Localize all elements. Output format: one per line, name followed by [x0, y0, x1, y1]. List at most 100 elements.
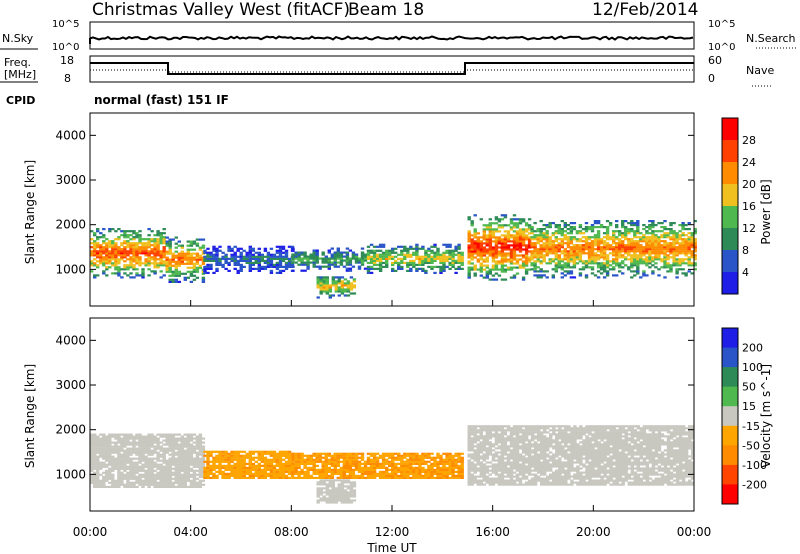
nave-label: Nave	[746, 64, 774, 77]
power-cell	[599, 226, 604, 229]
velocity-cell	[330, 454, 334, 457]
power-cell	[630, 260, 634, 263]
power-cell	[678, 224, 682, 227]
velocity-cell	[123, 443, 127, 446]
power-cell	[642, 248, 646, 251]
velocity-cell	[189, 437, 194, 440]
velocity-cell	[120, 483, 124, 486]
velocity-cell	[245, 476, 249, 479]
power-cell	[654, 266, 658, 269]
power-cell	[177, 244, 181, 247]
power-cell	[651, 244, 655, 247]
power-cell	[460, 259, 464, 262]
power-cell	[391, 255, 395, 258]
power-cell	[174, 236, 178, 239]
power-cell	[687, 270, 691, 273]
velocity-cell	[117, 461, 121, 464]
velocity-cell	[318, 456, 322, 459]
velocity-cell	[159, 485, 163, 488]
power-cell	[102, 240, 106, 243]
velocity-cell	[363, 476, 368, 479]
velocity-cell	[418, 462, 422, 465]
velocity-cell	[192, 461, 197, 464]
velocity-cell	[482, 463, 486, 466]
velocity-cell	[403, 460, 407, 463]
velocity-cell	[388, 468, 392, 471]
velocity-cell	[108, 457, 112, 460]
power-cell	[500, 242, 505, 245]
power-cell	[345, 247, 350, 250]
power-cell	[337, 282, 341, 285]
power-cell	[343, 290, 348, 293]
power-cell	[687, 228, 691, 231]
power-cell	[132, 276, 136, 279]
velocity-cell	[342, 470, 347, 473]
power-cell	[120, 254, 124, 257]
power-cell	[633, 262, 637, 265]
velocity-cell	[138, 449, 142, 452]
velocity-cell	[96, 461, 100, 464]
power-cell	[114, 256, 118, 259]
velocity-cell	[114, 445, 118, 448]
velocity-cell	[120, 463, 124, 466]
power-cell	[651, 258, 655, 261]
power-cell	[260, 265, 264, 268]
power-cell	[96, 246, 100, 249]
power-cell	[681, 228, 685, 231]
power-cell	[615, 252, 619, 255]
power-cell	[385, 265, 389, 268]
velocity-cell	[340, 501, 345, 504]
velocity-cell	[366, 466, 371, 469]
velocity-cell	[349, 499, 354, 502]
power-cell	[657, 236, 661, 239]
power-cell	[681, 242, 685, 245]
power-cell	[524, 222, 529, 225]
power-cell	[284, 255, 289, 258]
power-cell	[615, 224, 619, 227]
power-cell	[177, 270, 181, 273]
velocity-cell	[147, 439, 151, 442]
velocity-cell	[108, 453, 112, 456]
power-cell	[467, 250, 471, 253]
power-cell	[99, 260, 103, 263]
power-cell	[518, 228, 523, 231]
power-cell	[180, 256, 184, 259]
power-cell	[346, 282, 351, 285]
power-cell	[485, 276, 489, 279]
power-cell	[572, 236, 577, 239]
power-cell	[593, 274, 598, 277]
power-cell	[412, 247, 416, 250]
power-cell	[266, 253, 271, 256]
velocity-cell	[378, 466, 383, 469]
velocity-cell	[460, 464, 464, 467]
power-cell	[117, 252, 121, 255]
velocity-cell	[96, 485, 100, 488]
power-cell	[563, 274, 567, 277]
velocity-cell	[300, 462, 304, 465]
power-cell	[675, 264, 679, 267]
power-cell	[278, 255, 283, 258]
velocity-cell	[318, 470, 322, 473]
velocity-cell	[186, 453, 190, 456]
velocity-cell	[132, 477, 136, 480]
power-cell	[563, 254, 567, 257]
velocity-cell	[445, 452, 449, 455]
velocity-cell	[316, 501, 320, 504]
velocity-cell	[93, 459, 97, 462]
power-cell	[174, 268, 178, 271]
velocity-cell	[281, 450, 286, 453]
power-cell	[545, 242, 549, 245]
power-cell	[198, 264, 203, 267]
velocity-cell	[333, 472, 337, 475]
power-cell	[590, 260, 595, 263]
power-cell	[660, 222, 664, 225]
velocity-cell	[287, 462, 292, 465]
power-cell	[663, 250, 667, 253]
velocity-cell	[479, 429, 483, 432]
power-cell	[427, 259, 431, 262]
power-cell	[287, 265, 292, 268]
power-cell	[548, 236, 552, 239]
power-cell	[584, 230, 589, 233]
velocity-cell	[491, 477, 496, 480]
velocity-cell	[132, 449, 136, 452]
